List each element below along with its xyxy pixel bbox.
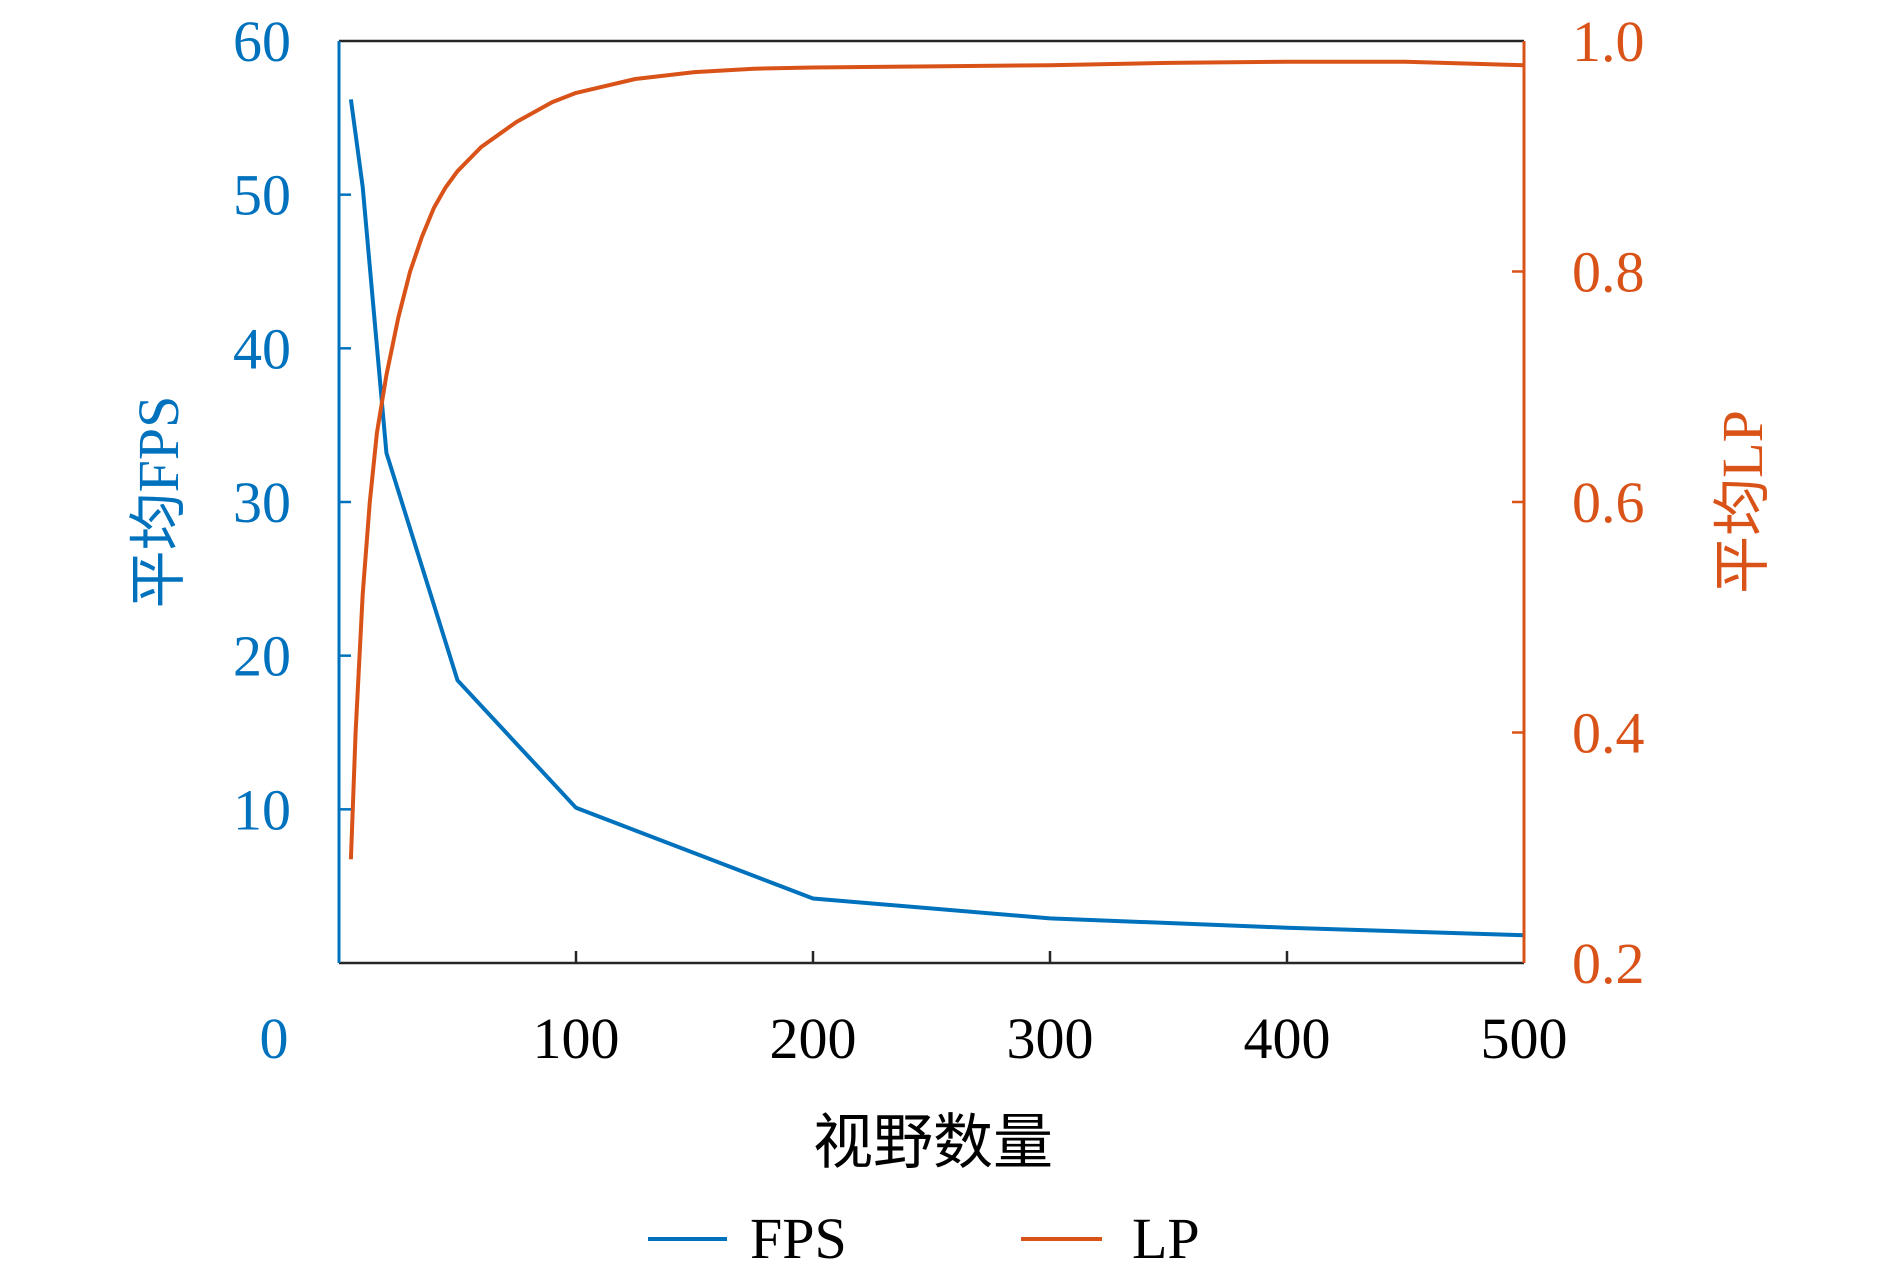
x-axis-label: 视野数量 — [813, 1110, 1053, 1176]
x-tick-label: 200 — [770, 1006, 857, 1071]
y-right-tick-label: 0.6 — [1572, 470, 1645, 535]
series-line-lp — [348, 59, 1525, 860]
y-left-tick-label: 20 — [233, 624, 291, 689]
y-axis-label-left: 平均FPS — [126, 396, 191, 609]
y-left-tick-label: 50 — [233, 163, 291, 228]
y-right-tick-label: 0.4 — [1572, 701, 1645, 766]
y-left-tick-label: 40 — [233, 316, 291, 381]
plot-area — [348, 59, 1525, 938]
x-tick-label: 100 — [533, 1006, 620, 1071]
legend: FPS LP — [648, 1206, 1200, 1271]
legend-label-fps: FPS — [750, 1206, 847, 1271]
x-tick-label: 400 — [1244, 1006, 1331, 1071]
y-left-tick-label: 60 — [233, 9, 291, 74]
x-tick-label: 500 — [1481, 1006, 1568, 1071]
y-left-tick-label-zero: 0 — [260, 1006, 289, 1071]
x-tick-label: 300 — [1007, 1006, 1094, 1071]
y-right-tick-label: 1.0 — [1572, 9, 1645, 74]
tick-labels: 0 100 200 300 400 500 10 20 30 40 50 60 0.2 0.4 0.6 0.8… — [233, 9, 1645, 1071]
y-left-tick-label: 30 — [233, 470, 291, 535]
y-right-tick-label: 0.2 — [1572, 931, 1645, 996]
y-left-tick-label: 10 — [233, 777, 291, 842]
y-axis-label-right: 平均LP — [1710, 410, 1775, 594]
y-right-tick-label: 0.8 — [1572, 240, 1645, 305]
series-line-fps — [348, 99, 1525, 938]
axes — [337, 39, 1526, 965]
legend-label-lp: LP — [1132, 1206, 1200, 1271]
